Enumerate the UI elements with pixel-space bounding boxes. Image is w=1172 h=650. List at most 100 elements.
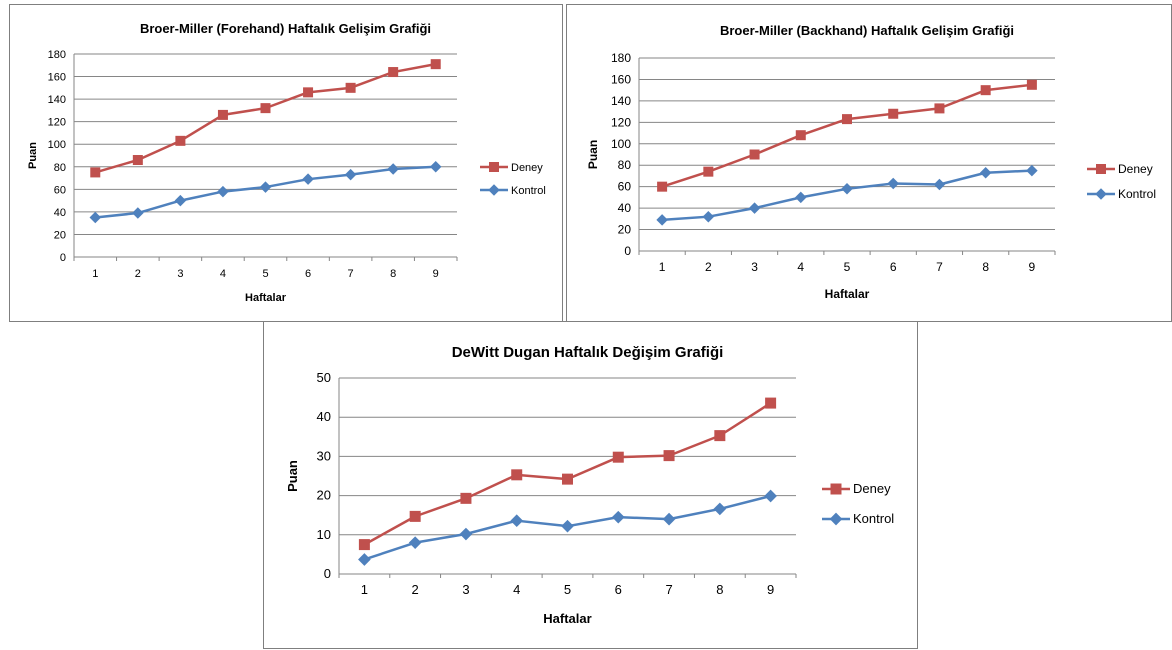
x-tick-label: 9	[433, 268, 439, 280]
series-deney	[358, 397, 777, 551]
series-kontrol-point	[387, 163, 399, 175]
series-kontrol-point	[89, 211, 102, 224]
y-tick-label: 20	[317, 488, 331, 503]
y-tick-label: 40	[54, 207, 66, 219]
series-deney-point	[511, 469, 523, 481]
y-tick-label: 40	[317, 409, 331, 424]
x-tick-label: 6	[305, 268, 311, 280]
y-tick-label: 160	[48, 72, 66, 84]
y-tick-label: 30	[317, 448, 331, 463]
y-axis-label: Puan	[285, 460, 300, 492]
x-tick-label: 7	[665, 582, 672, 597]
x-tick-label: 3	[177, 268, 183, 280]
x-tick-label: 7	[348, 268, 354, 280]
series-kontrol-point	[933, 178, 946, 191]
series-deney-point	[888, 108, 899, 119]
y-axis-label: Puan	[27, 142, 39, 169]
x-tick-label: 2	[412, 582, 419, 597]
series-deney-point	[260, 103, 271, 114]
series-kontrol-point	[841, 183, 853, 195]
x-tick-label: 4	[220, 268, 226, 280]
y-tick-label: 100	[611, 137, 631, 151]
x-tick-label: 6	[890, 260, 897, 274]
series-deney-point	[217, 109, 228, 120]
y-tick-label: 60	[618, 180, 632, 194]
series-deney-point	[430, 59, 441, 70]
series-kontrol-point	[358, 553, 371, 566]
legend-kontrol-label: Kontrol	[511, 185, 546, 197]
series-deney	[90, 59, 441, 178]
series-deney-point	[842, 114, 852, 125]
series-kontrol-point	[344, 168, 357, 181]
series-kontrol	[358, 489, 777, 566]
legend-item-deney: Deney	[1087, 162, 1153, 176]
series-kontrol-point	[656, 214, 668, 226]
legend-kontrol-marker	[1095, 188, 1107, 200]
x-tick-label: 8	[390, 268, 396, 280]
series-kontrol-point	[611, 510, 625, 524]
series-deney-point	[358, 539, 370, 551]
series-kontrol-point	[748, 202, 761, 214]
y-tick-label: 160	[611, 72, 631, 86]
x-tick-label: 1	[659, 260, 666, 274]
series-kontrol-line	[662, 169, 1032, 222]
legend-item-kontrol: Kontrol	[822, 511, 894, 526]
series-deney-point	[303, 87, 314, 98]
x-tick-label: 9	[1029, 260, 1036, 274]
series-deney-point	[657, 181, 668, 192]
series-kontrol-point	[887, 177, 899, 190]
y-tick-label: 140	[48, 94, 66, 106]
y-tick-label: 120	[611, 115, 631, 129]
series-kontrol-point	[764, 489, 777, 503]
chart-backhand: Broer-Miller (Backhand) Haftalık Gelişim…	[586, 23, 1156, 301]
y-axis-label: Puan	[586, 140, 600, 169]
y-tick-label: 140	[611, 94, 631, 108]
series-deney-point	[1026, 79, 1037, 90]
x-tick-label: 3	[751, 260, 758, 274]
series-deney	[657, 79, 1037, 192]
x-tick-label: 4	[797, 260, 804, 274]
legend-kontrol-marker	[829, 512, 843, 526]
series-kontrol-point	[795, 191, 807, 204]
series-deney-point	[749, 149, 760, 160]
chart-panel-backhand: Broer-Miller (Backhand) Haftalık Gelişim…	[566, 4, 1172, 322]
legend-item-kontrol: Kontrol	[480, 184, 546, 197]
legend-item-deney: Deney	[822, 481, 891, 496]
chart-panel-dewitt-dugan: DeWitt Dugan Haftalık Değişim Grafiği 0 10…	[263, 321, 918, 649]
x-tick-label: 2	[135, 268, 141, 280]
x-tick-label: 7	[936, 260, 943, 274]
y-tick-label: 120	[48, 117, 66, 129]
series-deney-point	[388, 67, 399, 78]
series-kontrol-point	[662, 512, 676, 526]
x-axis-label: Haftalar	[245, 292, 287, 304]
y-tick-label: 0	[60, 252, 66, 264]
series-deney-point	[345, 82, 356, 93]
x-tick-label: 8	[982, 260, 989, 274]
series-kontrol-point	[217, 185, 229, 198]
legend-item-deney: Deney	[480, 162, 543, 174]
series-deney-point	[460, 492, 472, 504]
legend-deney-marker	[830, 483, 842, 495]
series-deney-point	[703, 166, 714, 177]
x-tick-label: 6	[615, 582, 622, 597]
series-deney-point	[409, 510, 421, 522]
series-kontrol-point	[702, 210, 715, 223]
series-kontrol-point	[259, 181, 272, 193]
chart-title: Broer-Miller (Forehand) Haftalık Gelişim…	[140, 21, 431, 36]
y-tick-label: 20	[54, 229, 66, 241]
series-kontrol	[89, 161, 442, 224]
legend-kontrol-label: Kontrol	[853, 511, 894, 526]
y-tick-label: 10	[317, 527, 331, 542]
series-kontrol-point	[459, 527, 473, 541]
series-deney-point	[795, 130, 806, 141]
series-deney-line	[94, 62, 436, 174]
chart-forehand: Broer-Miller (Forehand) Haftalık Gelişim…	[27, 21, 546, 304]
series-deney-point	[934, 103, 945, 114]
legend-kontrol-label: Kontrol	[1118, 187, 1156, 201]
y-tick-label: 80	[618, 158, 632, 172]
series-deney-point	[980, 85, 991, 96]
y-tick-label: 180	[611, 51, 631, 65]
x-tick-label: 5	[262, 268, 268, 280]
series-deney-point	[175, 135, 186, 146]
x-tick-label: 3	[462, 582, 469, 597]
